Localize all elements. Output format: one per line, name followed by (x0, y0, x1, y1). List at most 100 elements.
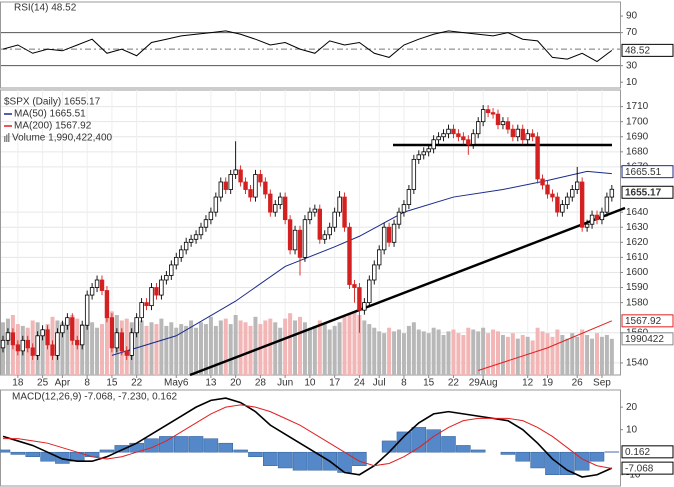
candle-body (149, 287, 154, 307)
x-tick-label: 19 (542, 378, 554, 389)
volume-bar (431, 327, 436, 375)
candle-body (381, 226, 387, 251)
volume-bar (258, 324, 263, 375)
histogram-bar (560, 451, 575, 475)
legend-label: Volume 1,990,422,400 (12, 133, 113, 144)
volume-bar (545, 333, 550, 375)
volume-bar (149, 322, 154, 375)
candle-body (480, 109, 486, 123)
candle-body (376, 249, 382, 266)
candle-body (540, 178, 545, 186)
candle-body (139, 302, 144, 319)
histogram-bar (10, 451, 26, 455)
candle-body (198, 226, 204, 236)
volume-bar (367, 324, 372, 375)
volume-bar (302, 322, 307, 375)
legend-swatch (4, 136, 6, 142)
x-tick-label: 10 (304, 378, 316, 389)
candle-body (75, 339, 80, 346)
x-tick-label: 15 (106, 378, 118, 389)
volume-bar (238, 320, 243, 375)
histogram-bar (589, 451, 605, 462)
candle-body (490, 112, 496, 115)
volume-bar (570, 333, 575, 375)
candle-body (243, 181, 248, 190)
candle-body (70, 317, 75, 341)
candle-body (312, 208, 318, 213)
candle-body (129, 332, 134, 356)
volume-bar (446, 331, 451, 375)
candle-body (386, 226, 392, 243)
legend-swatch (6, 134, 8, 142)
volume-bar (218, 320, 223, 375)
candle-body (575, 181, 580, 190)
candle-body (253, 174, 258, 198)
volume-bar (382, 333, 387, 375)
volume-bar (288, 313, 293, 375)
volume-bar (426, 333, 431, 375)
x-tick-label: 18 (12, 378, 24, 389)
value-box-label: 48.52 (625, 45, 650, 56)
volume-bar (347, 313, 352, 375)
x-tick-label: 8 (84, 378, 90, 389)
volume-bar (421, 331, 426, 375)
x-tick-label: Apr (55, 378, 71, 389)
x-tick-label: 29Aug (469, 378, 498, 389)
candle-body (515, 128, 520, 138)
volume-bar (337, 322, 342, 375)
candle-body (421, 151, 426, 156)
volume-bar (372, 327, 377, 375)
candle-body (495, 113, 501, 126)
candle-body (317, 208, 322, 240)
candle-body (352, 284, 357, 288)
candle-body (228, 174, 233, 190)
candle-body (609, 188, 615, 198)
value-box (621, 314, 674, 328)
ma-line (111, 170, 612, 356)
candle-body (80, 324, 85, 346)
histogram-bar (173, 436, 189, 453)
volume-bar (317, 320, 322, 375)
histogram-bar (233, 449, 248, 453)
volume-bar (471, 329, 476, 375)
volume-bar (530, 340, 535, 375)
volume-bar (298, 316, 302, 375)
volume-bar (496, 331, 500, 375)
volume-bar (293, 320, 298, 375)
volume-bar (505, 336, 510, 375)
histogram-bar (248, 451, 263, 457)
volume-bar (322, 324, 327, 375)
volume-bar (223, 318, 228, 375)
candle-body (109, 317, 115, 349)
volume-bar (377, 331, 382, 375)
volume-bar (208, 316, 213, 375)
candle-body (84, 294, 90, 326)
volume-bar (90, 322, 95, 375)
candle-body (50, 344, 55, 356)
candle-body (594, 214, 600, 221)
candle-body (406, 189, 412, 206)
volume-bar (555, 329, 560, 375)
candle-body (134, 317, 139, 334)
candle-body (287, 219, 293, 251)
candle-body (183, 241, 189, 251)
x-tick-label: 20 (230, 378, 242, 389)
candle-body (589, 214, 595, 225)
value-box (621, 165, 674, 179)
candle-body (401, 204, 407, 213)
candle-body (5, 332, 11, 341)
volume-bar (525, 336, 530, 375)
candle-body (273, 204, 278, 213)
candle-body (30, 347, 35, 356)
histogram-bar (0, 449, 11, 453)
candle-body (258, 174, 263, 183)
volume-bar (154, 324, 159, 375)
macd-line (2, 397, 613, 478)
candle-body (94, 279, 100, 288)
volume-bar (491, 329, 496, 375)
volume-bar (357, 315, 362, 375)
volume-bar (233, 315, 238, 375)
volume-bar (595, 333, 599, 375)
candle-body (25, 339, 30, 349)
candle-body (277, 196, 283, 206)
